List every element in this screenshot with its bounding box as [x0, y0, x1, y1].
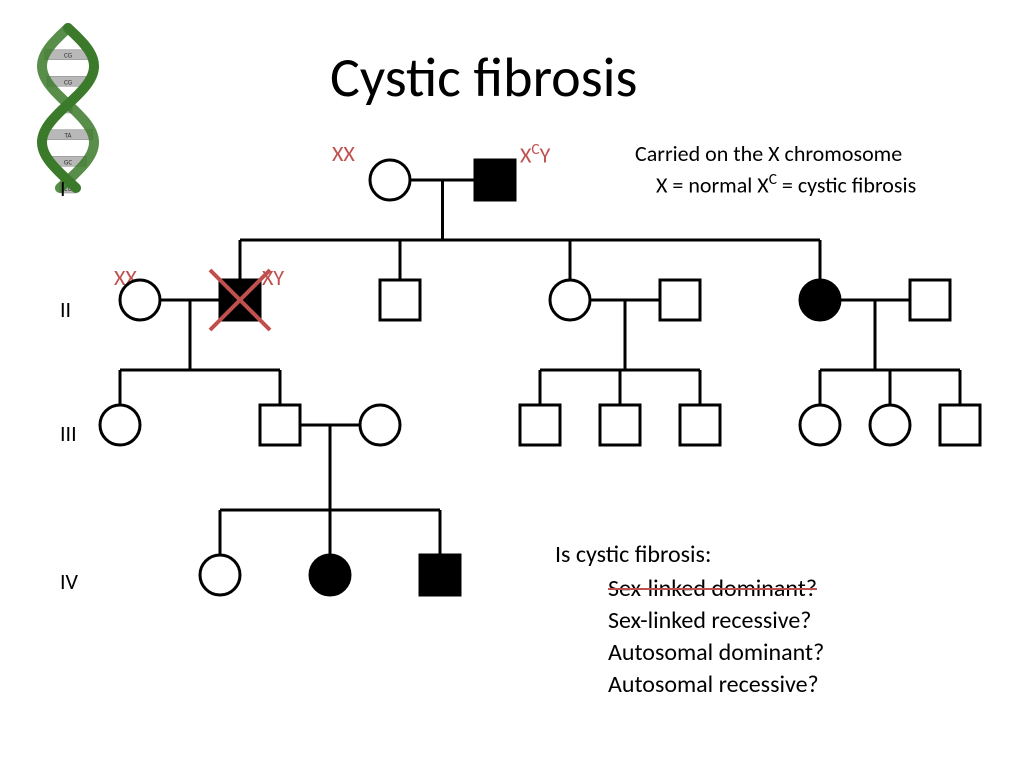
pedigree-chart: [0, 0, 1024, 768]
